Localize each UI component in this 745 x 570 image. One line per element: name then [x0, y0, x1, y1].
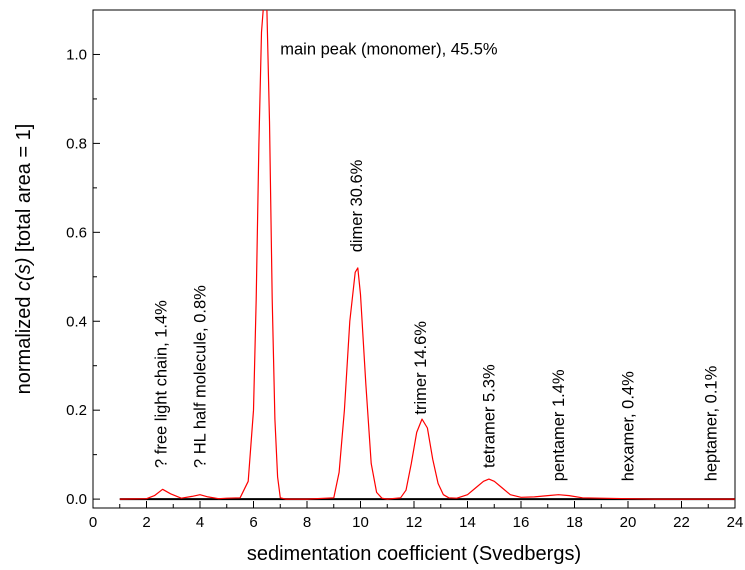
y-axis-title: normalized c(s) [total area = 1] [13, 124, 35, 395]
y-tick-label: 0.8 [66, 135, 87, 152]
peak-annotation: hexamer, 0.4% [619, 371, 637, 481]
x-tick-label: 20 [620, 514, 637, 531]
peak-annotation: ? free light chain, 1.4% [153, 300, 171, 468]
y-tick-label: 0.4 [66, 313, 87, 330]
x-tick-label: 10 [352, 514, 369, 531]
plot-frame [92, 9, 736, 509]
x-tick-label: 6 [249, 514, 257, 531]
plot-area [92, 9, 736, 509]
series-line [119, 10, 735, 500]
x-axis-title: sedimentation coefficient (Svedbergs) [247, 543, 581, 565]
x-tick-label: 4 [196, 514, 204, 531]
y-axis-title-suffix: [total area = 1] [13, 124, 35, 258]
y-tick-label: 0.2 [66, 402, 87, 419]
peak-annotation: main peak (monomer), 45.5% [280, 40, 498, 58]
x-tick-label: 8 [303, 514, 311, 531]
x-axis: 0 2 4 6 8 10 12 14 16 18 20 22 24 [89, 501, 744, 531]
x-tick-label: 24 [727, 514, 744, 531]
peak-annotation: trimer 14.6% [412, 321, 430, 415]
x-tick-label: 16 [513, 514, 530, 531]
peak-annotation: heptamer, 0.1% [702, 365, 720, 481]
x-tick-label: 0 [89, 514, 97, 531]
y-tick-label: 0.6 [66, 224, 87, 241]
peak-annotation: tetramer 5.3% [480, 364, 498, 468]
peak-annotation: ? HL half molecule, 0.8% [191, 285, 209, 468]
x-tick-label: 12 [406, 514, 423, 531]
x-tick-label: 18 [566, 514, 583, 531]
y-axis-title-prefix: normalized [13, 291, 35, 394]
x-tick-label: 2 [142, 514, 150, 531]
peak-annotation: pentamer 1.4% [550, 369, 568, 481]
y-axis-title-italic: c(s) [13, 258, 35, 291]
x-tick-label: 14 [459, 514, 476, 531]
x-tick-label: 22 [673, 514, 690, 531]
y-tick-label: 0.0 [66, 491, 87, 508]
annotations: main peak (monomer), 45.5% ? free light c… [153, 40, 721, 481]
peak-annotation: dimer 30.6% [348, 159, 366, 252]
y-tick-label: 1.0 [66, 46, 87, 63]
y-axis: 0.0 0.2 0.4 0.6 0.8 1.0 [66, 9, 100, 508]
